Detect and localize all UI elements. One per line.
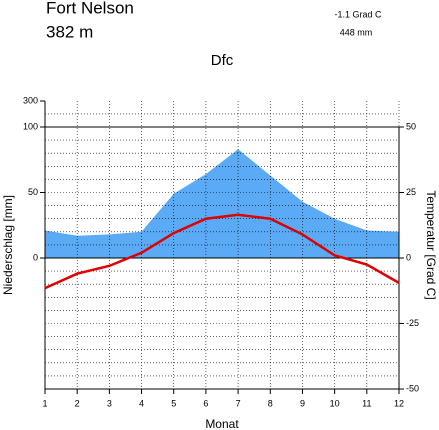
precipitation-area [45,149,399,258]
y2-tick-label: -50 [406,383,419,393]
y2-tick-label: -25 [406,318,419,328]
annual-precipitation: 448 mm [340,27,373,37]
y2-tick-label: 50 [406,121,416,131]
elevation: 382 m [46,22,93,41]
x-tick-label: 6 [203,398,208,408]
x-tick-label: 5 [171,398,176,408]
y-tick-label: 100 [23,121,38,131]
y-tick-label: 50 [28,187,38,197]
x-tick-label: 7 [236,398,241,408]
x-tick-label: 11 [362,398,371,408]
x-axis-label: Monat [205,417,239,430]
x-tick-label: 1 [42,398,47,408]
y-tick-label: 300 [23,95,38,105]
climate-class: Dfc [211,52,234,69]
temperature-line [44,213,400,290]
y2-tick-label: 25 [406,187,416,197]
x-tick-label: 10 [330,398,340,408]
x-tick-label: 2 [75,398,80,408]
x-tick-label: 4 [139,398,144,408]
y-tick-label: 0 [33,252,38,262]
x-tick-label: 8 [268,398,273,408]
x-tick-label: 12 [394,398,404,408]
x-tick-label: 9 [300,398,305,408]
y-axis-label: Niederschlag [mm] [1,195,15,295]
mean-temperature: -1.1 Grad C [334,9,382,19]
y2-axis-label: Temperatur [Grad C] [424,190,438,299]
y2-tick-label: 0 [406,252,411,262]
station: Fort Nelson [46,0,134,17]
x-tick-label: 3 [107,398,112,408]
